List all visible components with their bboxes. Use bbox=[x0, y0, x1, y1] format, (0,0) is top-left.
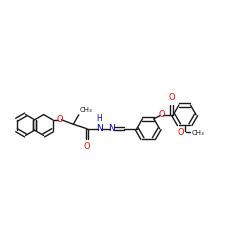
Text: N: N bbox=[108, 124, 115, 133]
Text: CH₃: CH₃ bbox=[80, 107, 92, 113]
Text: O: O bbox=[56, 115, 63, 124]
Text: O: O bbox=[84, 142, 90, 151]
Text: O: O bbox=[168, 94, 175, 102]
Text: N: N bbox=[96, 124, 103, 133]
Text: O: O bbox=[178, 128, 184, 138]
Text: O: O bbox=[158, 110, 165, 119]
Text: CH₃: CH₃ bbox=[192, 130, 204, 136]
Text: H: H bbox=[96, 114, 102, 123]
